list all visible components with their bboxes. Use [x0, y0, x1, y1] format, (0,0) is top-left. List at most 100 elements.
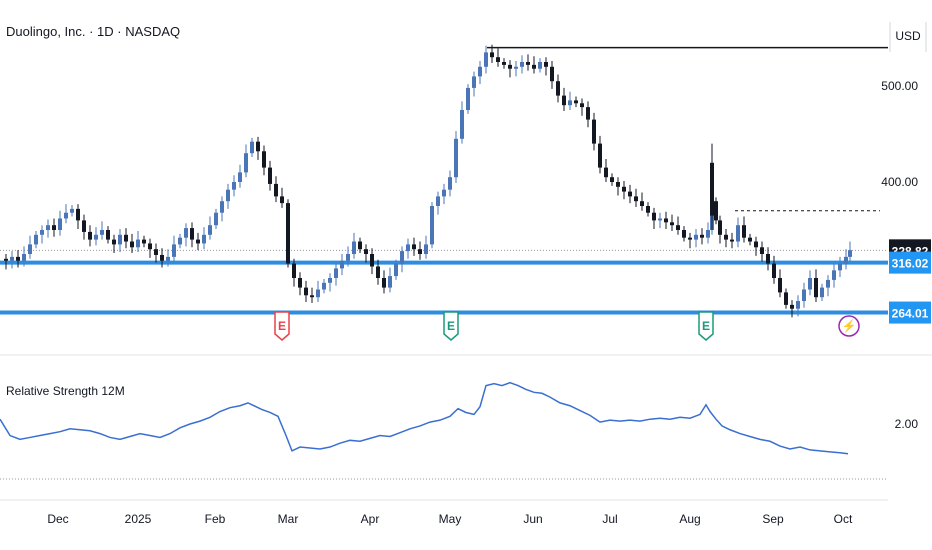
candle-body	[820, 287, 824, 298]
candles-layer	[4, 44, 852, 318]
event-label: E	[447, 319, 455, 333]
candle-body	[274, 183, 278, 197]
candle-body	[88, 231, 92, 240]
time-axis-label: Sep	[762, 512, 784, 526]
candle-body	[334, 268, 338, 278]
currency-label: USD	[895, 29, 921, 43]
candle-body	[622, 186, 626, 192]
candle-body	[478, 66, 482, 77]
candle-body	[484, 52, 488, 67]
level-tag	[889, 301, 931, 324]
candle-body	[202, 234, 206, 244]
candle-body	[646, 206, 650, 213]
candle-body	[520, 62, 524, 67]
candle-body	[298, 278, 302, 288]
candle-body	[166, 256, 170, 261]
candle-body	[526, 62, 530, 65]
candle-body	[196, 239, 200, 244]
candle-body	[70, 208, 74, 213]
candle-body	[346, 254, 350, 261]
candle-body	[610, 177, 614, 182]
candle-body	[76, 208, 80, 221]
candle-body	[406, 244, 410, 252]
candle-body	[226, 189, 230, 202]
candle-body	[184, 228, 188, 238]
candle-body	[112, 239, 116, 245]
event-label: E	[278, 319, 286, 333]
candle-body	[370, 254, 374, 267]
candle-body	[568, 100, 572, 106]
candle-body	[418, 249, 422, 254]
candle-body	[670, 222, 674, 226]
candle-body	[706, 230, 710, 238]
candle-body	[442, 189, 446, 197]
candle-body	[232, 182, 236, 190]
candle-body	[118, 234, 122, 245]
candle-body	[466, 87, 470, 110]
candle-body	[652, 212, 656, 221]
candle-body	[280, 196, 284, 204]
rs-tick-label: 2.00	[895, 417, 919, 431]
time-axis-label: Jun	[523, 512, 542, 526]
events-layer[interactable]: E E E ⚡	[274, 311, 860, 341]
candle-body	[496, 57, 500, 62]
candle-body	[532, 64, 536, 69]
level-tag	[889, 251, 931, 274]
candle-body	[550, 66, 554, 82]
candle-body	[574, 100, 578, 104]
candle-body	[388, 276, 392, 288]
candle-body	[760, 247, 764, 254]
time-axis-label: Aug	[679, 512, 700, 526]
candle-body	[316, 289, 320, 298]
candle-body	[160, 254, 164, 261]
candle-body	[796, 301, 800, 309]
candle-body	[598, 143, 602, 168]
rs-layer	[0, 381, 888, 480]
candle-body	[502, 62, 506, 65]
candle-body	[82, 220, 86, 232]
level-tag-label: 316.02	[892, 257, 929, 271]
candle-body	[604, 167, 608, 178]
candle-body	[154, 249, 158, 255]
candle-body	[256, 141, 260, 152]
candle-body	[208, 225, 212, 235]
candle-body	[142, 239, 146, 244]
candle-body	[472, 76, 476, 88]
candle-body	[148, 243, 152, 250]
candle-body	[214, 212, 218, 226]
candle-body	[286, 203, 290, 264]
candle-body	[710, 162, 714, 216]
candle-body	[772, 263, 776, 278]
candle-body	[586, 107, 590, 120]
event-label: E	[702, 319, 710, 333]
candle-body	[412, 244, 416, 250]
candle-body	[700, 234, 704, 238]
candle-body	[790, 304, 794, 309]
indicator-title: Relative Strength 12M	[6, 384, 125, 398]
candle-body	[724, 234, 728, 240]
candle-body	[718, 220, 722, 235]
candle-body	[424, 244, 428, 254]
candle-body	[292, 263, 296, 278]
candle-body	[848, 250, 852, 257]
candle-body	[556, 81, 560, 96]
candle-body	[688, 237, 692, 240]
candle-body	[34, 234, 38, 245]
candle-body	[544, 62, 548, 67]
candle-body	[460, 110, 464, 139]
levels-layer	[0, 46, 888, 315]
earnings-marker	[698, 311, 714, 341]
candle-body	[742, 225, 746, 238]
candle-body	[730, 239, 734, 242]
candle-body	[28, 244, 32, 254]
candle-body	[430, 206, 434, 245]
candle-body	[802, 289, 806, 302]
candle-body	[448, 177, 452, 190]
candle-body	[130, 241, 134, 248]
candle-body	[766, 254, 770, 264]
candle-body	[352, 241, 356, 254]
candle-body	[172, 244, 176, 257]
candle-body	[94, 234, 98, 240]
candle-body	[382, 278, 386, 288]
